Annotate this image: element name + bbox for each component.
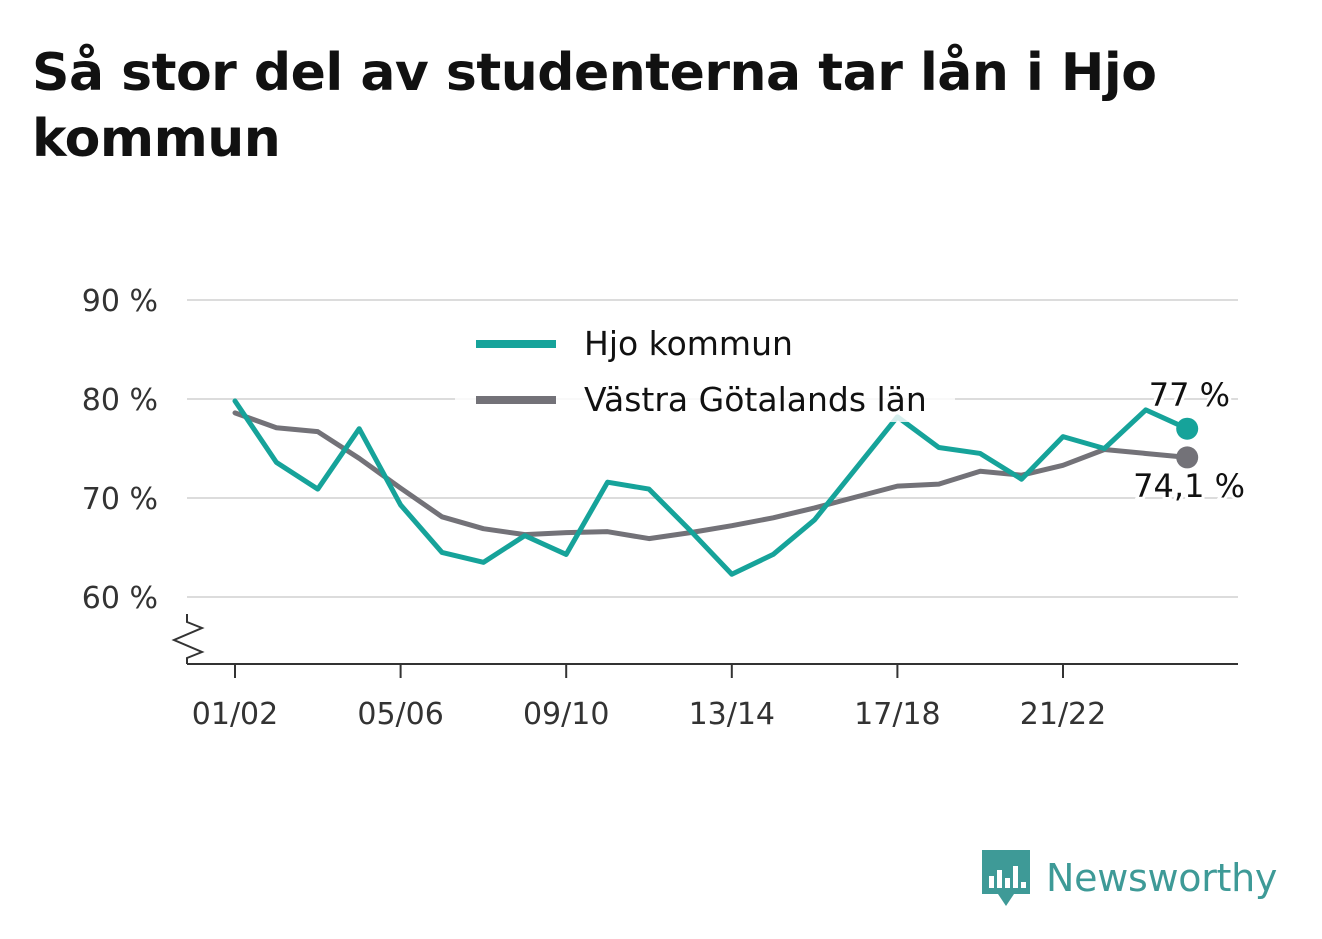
brand-logo: Newsworthy [980, 848, 1277, 908]
y-tick-label: 60 % [82, 581, 158, 616]
y-tick-label: 80 % [82, 383, 158, 418]
series-lines [232, 398, 1199, 577]
legend-label: Västra Götalands län [584, 380, 927, 419]
x-tick-label: 01/02 [192, 697, 278, 732]
end-label-vgr: 74,1 % [1133, 467, 1245, 505]
legend-background [455, 322, 955, 422]
bar-chart-speech-bubble-icon [982, 850, 1030, 906]
x-tick-label: 09/10 [523, 697, 609, 732]
y-tick-label: 70 % [82, 482, 158, 517]
gridlines [187, 299, 1238, 598]
y-tick-label: 90 % [82, 284, 158, 319]
series-line [232, 410, 1190, 542]
end-labels: 77 % 74,1 % [1130, 373, 1248, 508]
x-tick-label: 13/14 [689, 697, 775, 732]
series-end-point [1176, 446, 1199, 469]
x-tick-label: 17/18 [854, 697, 940, 732]
chart-title: Så stor del av studenterna tar lån i Hjo… [32, 43, 1157, 169]
end-label-hjo: 77 % [1149, 376, 1230, 414]
x-axis-ticks: 01/02 05/06 09/10 13/14 17/18 21/22 [192, 664, 1106, 732]
x-tick-label: 05/06 [357, 697, 443, 732]
x-tick-label: 21/22 [1020, 697, 1106, 732]
axis-break-icon [171, 614, 205, 664]
y-axis-ticks: 90 % 80 % 70 % 60 % [82, 284, 158, 616]
legend: Hjo kommun Västra Götalands län [455, 322, 955, 422]
brand-name: Newsworthy [1046, 856, 1278, 900]
series-line [232, 398, 1190, 577]
x-axis [171, 614, 1238, 665]
legend-label: Hjo kommun [584, 324, 793, 363]
series-end-point [1176, 417, 1199, 440]
